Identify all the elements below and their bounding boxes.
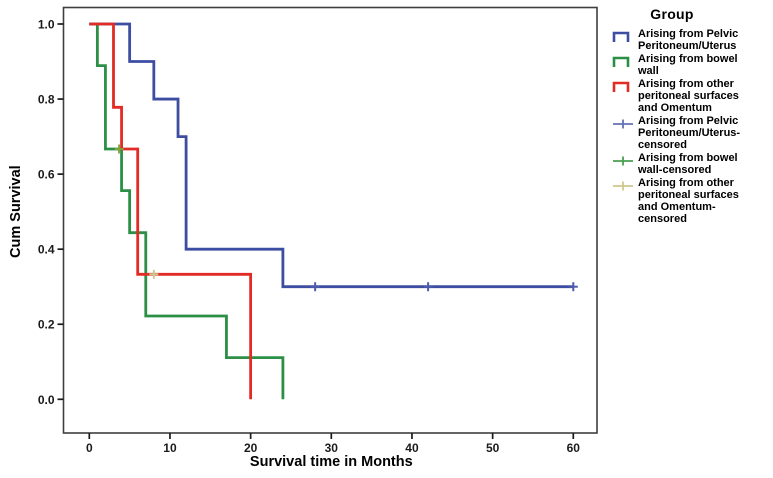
plot-frame <box>62 6 598 434</box>
legend-entry: Arising from bowel wall-censored <box>612 152 770 176</box>
legend-entry: Arising from other peritoneal surfaces a… <box>612 177 770 225</box>
legend-entry: Arising from Pelvic Peritoneum/Uterus- c… <box>612 115 770 151</box>
chart-legend: Group Arising from Pelvic Peritoneum/Ute… <box>612 4 770 226</box>
y-tick-label: 0.6 <box>38 168 55 182</box>
legend-marker-shape <box>613 156 633 166</box>
legend-entry: Arising from other peritoneal surfaces a… <box>612 78 770 114</box>
x-axis-title: Survival time in Months <box>250 454 413 470</box>
y-tick-label: 0.2 <box>38 318 55 332</box>
legend-entry-label: Arising from other peritoneal surfaces a… <box>638 77 739 114</box>
y-tick-label: 0.4 <box>38 243 55 257</box>
legend-entry-label: Arising from bowel wall <box>638 52 738 77</box>
legend-entry-label: Arising from other peritoneal surfaces a… <box>638 176 739 225</box>
legend-censored-plus-icon <box>613 156 633 166</box>
x-tick-label: 60 <box>567 441 581 455</box>
legend-marker-shape <box>612 31 630 42</box>
y-axis-title: Cum Survival <box>8 165 24 258</box>
x-tick-label: 10 <box>163 441 177 455</box>
y-tick-label: 1.0 <box>38 18 55 32</box>
legend-marker-shape <box>612 56 630 67</box>
y-tick-label: 0.8 <box>38 93 55 107</box>
legend-entry: Arising from Pelvic Peritoneum/Uterus <box>612 28 770 52</box>
legend-step-line-icon <box>612 31 630 42</box>
legend-censored-plus-icon <box>613 181 633 191</box>
legend-entry-label: Arising from Pelvic Peritoneum/Uterus- c… <box>638 114 741 151</box>
legend-marker-shape <box>613 119 633 129</box>
legend-step-line-icon <box>612 56 630 67</box>
survival-curve <box>89 22 285 400</box>
legend-entry-label: Arising from bowel wall-censored <box>638 151 738 176</box>
legend-entry: Arising from bowel wall <box>612 53 770 77</box>
x-tick-label: 50 <box>486 441 500 455</box>
legend-entries: Arising from Pelvic Peritoneum/Uterus Ari… <box>612 28 770 225</box>
legend-step-line-icon <box>612 81 630 92</box>
legend-marker-shape <box>613 181 633 191</box>
x-tick-label: 20 <box>244 441 258 455</box>
x-tick-label: 40 <box>405 441 419 455</box>
legend-marker-shape <box>612 81 630 92</box>
legend-censored-plus-icon <box>613 119 633 129</box>
legend-title: Group <box>650 6 694 22</box>
y-tick-label: 0.0 <box>38 393 55 407</box>
x-tick-label: 30 <box>325 441 339 455</box>
x-tick-label: 0 <box>86 441 93 455</box>
legend-entry-label: Arising from Pelvic Peritoneum/Uterus <box>638 28 739 52</box>
survival-curve <box>89 22 574 289</box>
